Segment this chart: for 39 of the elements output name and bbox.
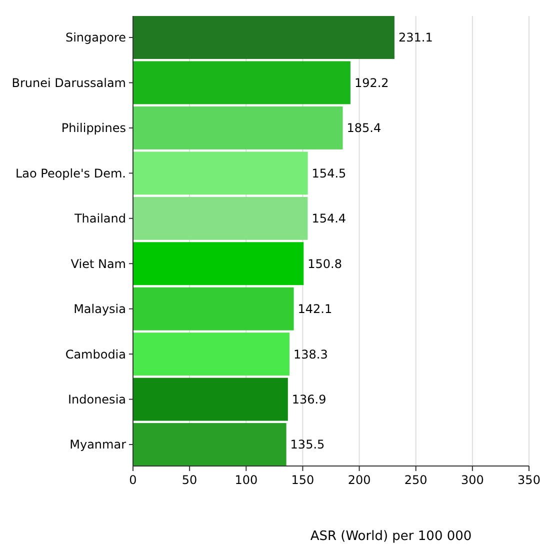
data-label: 135.5 <box>290 438 325 452</box>
y-tick-label: Philippines <box>61 121 126 136</box>
bar <box>133 152 308 195</box>
data-label: 142.1 <box>298 302 332 316</box>
bar <box>133 61 350 104</box>
x-tick-label: 250 <box>404 473 428 487</box>
bar <box>133 16 394 59</box>
x-tick-label: 300 <box>460 473 484 487</box>
x-tick-label: 0 <box>129 473 137 487</box>
x-axis-title: ASR (World) per 100 000 <box>310 529 472 544</box>
bar <box>133 106 343 150</box>
bar <box>133 378 288 421</box>
data-label: 185.4 <box>346 121 382 136</box>
bar <box>133 242 304 286</box>
bar <box>133 196 308 240</box>
y-tick-label: Lao People's Dem. <box>15 166 126 180</box>
bar <box>133 423 286 466</box>
x-tick-label: 50 <box>182 473 198 487</box>
y-tick-label: Cambodia <box>65 347 126 362</box>
data-label: 154.4 <box>312 212 346 226</box>
x-tick-label: 200 <box>348 473 371 487</box>
data-label: 138.3 <box>293 347 328 362</box>
y-tick-label: Thailand <box>73 212 126 226</box>
y-tick-label: Singapore <box>65 30 126 45</box>
data-label: 231.1 <box>398 30 433 45</box>
y-tick-label: Indonesia <box>68 392 126 406</box>
y-tick-label: Malaysia <box>74 302 126 316</box>
y-tick-label: Viet Nam <box>70 256 126 271</box>
data-label: 154.5 <box>312 166 346 180</box>
data-label: 192.2 <box>354 76 389 90</box>
x-tick-label: 150 <box>291 473 314 487</box>
data-label: 136.9 <box>292 392 326 406</box>
data-label: 150.8 <box>308 256 342 271</box>
x-tick-label: 350 <box>518 473 540 487</box>
y-tick-label: Myanmar <box>70 438 126 452</box>
bar <box>133 287 294 330</box>
y-tick-label: Brunei Darussalam <box>12 76 126 90</box>
x-tick-label: 100 <box>234 473 258 487</box>
bar <box>133 332 290 376</box>
